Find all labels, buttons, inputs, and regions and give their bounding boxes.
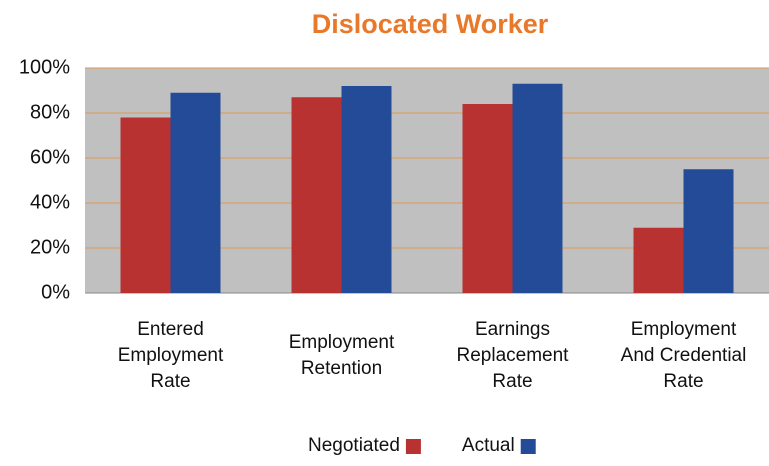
legend-label: Actual xyxy=(462,435,515,456)
x-tick-label: Earnings Replacement Rate xyxy=(456,319,569,392)
bar xyxy=(633,227,684,293)
bar xyxy=(170,92,221,293)
y-tick-label: 20% xyxy=(30,236,70,258)
x-tick-label: Entered Employment Rate xyxy=(117,319,224,392)
x-tick-label: Employment Retention xyxy=(288,332,395,379)
y-tick-label: 60% xyxy=(30,146,70,168)
bar xyxy=(120,117,171,293)
legend-label: Negotiated xyxy=(308,435,400,456)
y-tick-label: 40% xyxy=(30,191,70,213)
y-tick-label: 100% xyxy=(19,56,70,78)
bar xyxy=(341,86,392,293)
bar xyxy=(512,83,563,293)
legend-swatch xyxy=(520,439,536,454)
y-tick-label: 0% xyxy=(41,281,70,303)
y-tick-label: 80% xyxy=(30,101,70,123)
x-tick-label: Employment And Credential Rate xyxy=(620,319,747,392)
bar xyxy=(462,104,513,293)
bar xyxy=(291,97,342,293)
bar xyxy=(683,169,734,293)
chart-title: Dislocated Worker xyxy=(312,9,549,39)
legend-swatch xyxy=(405,439,421,454)
